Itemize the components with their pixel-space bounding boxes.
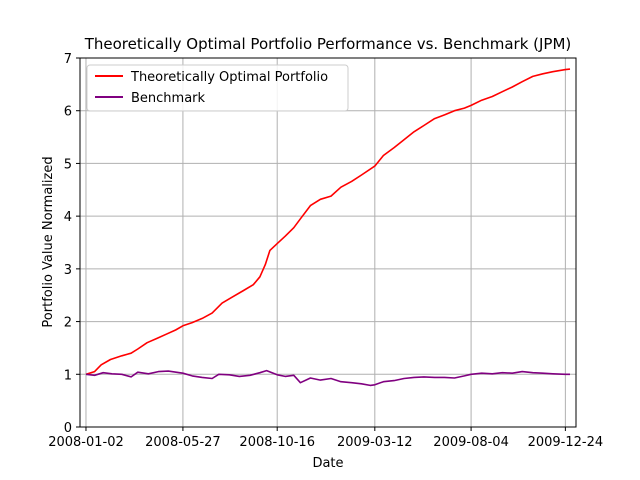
y-tick-label: 4 — [64, 210, 72, 225]
y-axis-label: Portfolio Value Normalized — [41, 156, 56, 327]
series-line-1 — [85, 369, 570, 387]
y-axis: 0 1 2 3 4 5 6 7 — [64, 52, 80, 436]
x-axis: 2008-01-02 2008-05-27 2008-10-16 2009-03-12… — [48, 427, 603, 450]
legend-box — [86, 64, 349, 112]
legend-label-optimal: Theoretically Optimal Portfolio — [130, 70, 328, 85]
series-line-0 — [85, 68, 571, 376]
x-tick-label: 2008-01-02 — [48, 435, 124, 450]
x-axis-label: Date — [312, 456, 343, 471]
series-layer — [85, 68, 571, 387]
y-tick-label: 7 — [64, 52, 72, 67]
x-tick-label: 2009-08-04 — [433, 435, 509, 450]
y-tick-label: 6 — [64, 105, 72, 120]
grid — [80, 57, 576, 428]
x-tick-label: 2009-12-24 — [528, 435, 604, 450]
y-tick-label: 5 — [64, 157, 72, 172]
chart-title: Theoretically Optimal Portfolio Performa… — [84, 35, 572, 53]
x-tick-label: 2008-05-27 — [145, 435, 221, 450]
y-tick-label: 0 — [64, 421, 72, 436]
legend-label-benchmark: Benchmark — [131, 91, 206, 106]
y-tick-label: 3 — [64, 263, 72, 278]
legend: Theoretically Optimal Portfolio Benchmar… — [86, 64, 349, 112]
plot-frame — [79, 57, 577, 428]
x-tick-label: 2009-03-12 — [337, 435, 413, 450]
y-tick-label: 1 — [64, 368, 72, 383]
x-tick-label: 2008-10-16 — [239, 435, 315, 450]
y-tick-label: 2 — [64, 316, 72, 331]
